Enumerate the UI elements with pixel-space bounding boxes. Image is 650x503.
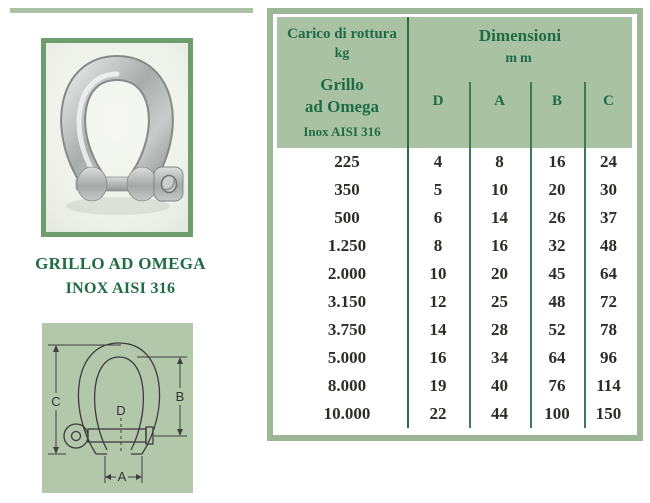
cell-b: 20	[548, 180, 566, 199]
cell-d: 12	[429, 292, 447, 311]
cell-load: 225	[334, 152, 360, 171]
cell-load: 1.250	[327, 236, 367, 255]
load-column-header: Carico di rottura kg Grillo ad Omega Ino…	[277, 17, 407, 140]
cell-c: 37	[600, 208, 617, 227]
cell-d: 6	[433, 208, 443, 227]
cell-d: 19	[429, 376, 447, 395]
dim-label-d: D	[116, 403, 125, 418]
load-header-unit: kg	[334, 46, 350, 61]
column-divider	[469, 82, 471, 428]
column-divider	[530, 82, 532, 428]
cell-a: 40	[491, 376, 508, 395]
product-title-line2: INOX AISI 316	[65, 279, 176, 297]
cell-d: 16	[429, 348, 447, 367]
cell-a: 20	[491, 264, 508, 283]
cell-a: 34	[491, 348, 508, 367]
cell-c: 64	[600, 264, 617, 283]
product-name-line2: ad Omega	[304, 97, 380, 116]
cell-load: 10.000	[323, 404, 371, 423]
cell-b: 48	[548, 292, 566, 311]
cell-load: 500	[334, 208, 360, 227]
cell-d: 14	[429, 320, 447, 339]
cell-d: 10	[429, 264, 447, 283]
cell-c: 78	[600, 320, 617, 339]
cell-load: 2.000	[327, 264, 367, 283]
cell-c: 114	[596, 376, 621, 395]
cell-c: 72	[600, 292, 617, 311]
column-header-c: C	[603, 93, 614, 109]
cell-load: 3.750	[327, 320, 367, 339]
dimensions-header: Dimensioni mm	[407, 17, 633, 67]
cell-b: 76	[548, 376, 566, 395]
product-photo-box	[41, 38, 193, 237]
product-title: GRILLO AD OMEGA INOX AISI 316	[28, 252, 213, 300]
column-header-b: B	[551, 93, 562, 109]
column-header-d: D	[432, 93, 444, 109]
cell-load: 8.000	[327, 376, 367, 395]
cell-load: 3.150	[327, 292, 367, 311]
shackle-dimension-diagram: C B D A	[48, 342, 187, 484]
dimensions-title: Dimensioni	[478, 26, 562, 45]
cell-d: 8	[433, 236, 443, 255]
cell-b: 26	[548, 208, 566, 227]
dimensions-unit: mm	[505, 51, 535, 66]
cell-d: 5	[433, 180, 443, 199]
cell-c: 96	[600, 348, 617, 367]
load-header-title: Carico di rottura	[287, 26, 397, 42]
bow-inner-outline	[93, 356, 145, 451]
product-name-line1: Grillo	[320, 75, 364, 94]
cell-a: 44	[491, 404, 508, 423]
table-body: 225 4 8 16 24 350 5 10 20 30 500 6 14 26…	[277, 148, 633, 428]
table-header-background	[277, 17, 632, 148]
column-divider	[407, 17, 409, 428]
cell-a: 16	[491, 236, 508, 255]
cell-c: 150	[595, 404, 622, 423]
cell-c: 30	[600, 180, 617, 199]
cell-d: 22	[429, 404, 447, 423]
cell-b: 45	[548, 264, 566, 283]
bow-outer-outline	[77, 342, 161, 455]
dim-label-a: A	[118, 469, 127, 484]
dim-label-b: B	[176, 389, 185, 404]
cell-a: 8	[495, 152, 504, 171]
cell-b: 32	[548, 236, 566, 255]
spec-table: Carico di rottura kg Grillo ad Omega Ino…	[267, 8, 643, 441]
cell-c: 24	[600, 152, 617, 171]
cell-a: 28	[491, 320, 508, 339]
cell-a: 10	[491, 180, 508, 199]
top-divider-bar	[10, 8, 253, 13]
shackle-photo	[46, 43, 188, 232]
cell-load: 350	[334, 180, 360, 199]
column-divider	[584, 82, 586, 428]
cell-d: 4	[433, 152, 443, 171]
cell-b: 100	[544, 404, 570, 423]
cell-a: 25	[491, 292, 508, 311]
cell-b: 16	[548, 152, 566, 171]
technical-drawing-box: C B D A	[42, 323, 193, 493]
cell-load: 5.000	[327, 348, 367, 367]
dim-label-c: C	[51, 394, 60, 409]
cell-b: 52	[548, 320, 566, 339]
product-material: Inox AISI 316	[303, 124, 381, 139]
cell-b: 64	[548, 348, 566, 367]
cell-c: 48	[600, 236, 617, 255]
product-title-line1: GRILLO AD OMEGA	[35, 254, 206, 273]
pin-eye	[63, 423, 89, 449]
column-header-a: A	[494, 93, 505, 109]
cell-a: 14	[491, 208, 508, 227]
